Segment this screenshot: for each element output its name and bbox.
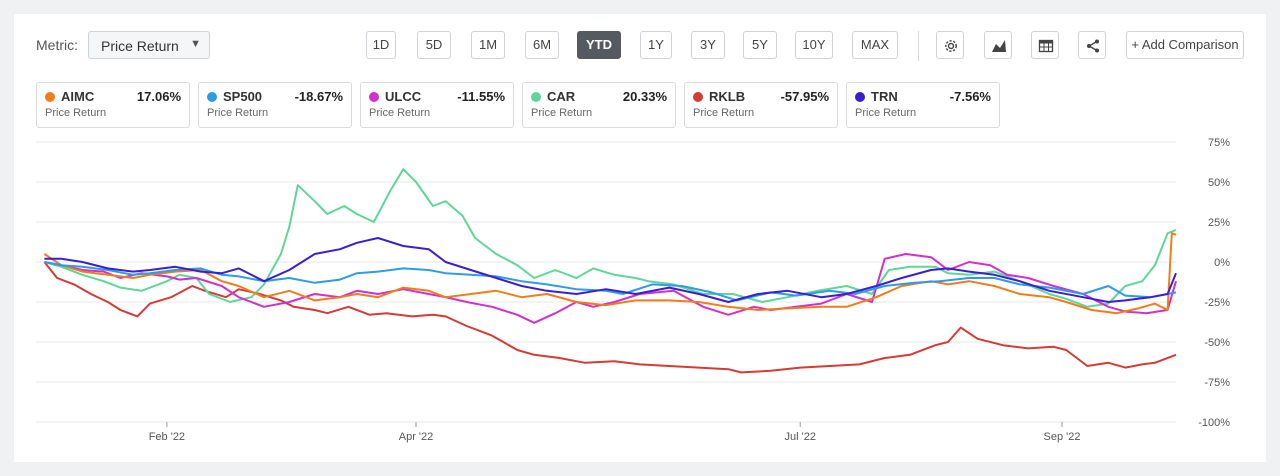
series-ticker: SP500: [223, 89, 263, 104]
toolbar: Metric: Price Return ▼ 1D 5D 1M 6M YTD 1…: [14, 14, 1266, 78]
series-color-dot: [531, 92, 541, 102]
range-button-6m[interactable]: 6M: [525, 31, 559, 59]
series-card-aimc[interactable]: AIMC 17.06% Price Return: [36, 82, 190, 128]
comparison-chart[interactable]: 75% 50% 25% 0% -25% -50% -75% -100% Feb '22 Apr '…: [14, 14, 1266, 462]
series-ticker: CAR: [547, 89, 576, 104]
x-tick-label: Jul '22: [784, 431, 815, 443]
y-tick-label: 75%: [1208, 137, 1230, 149]
series-return: -18.67%: [294, 89, 343, 104]
chart-type-button[interactable]: [984, 31, 1012, 59]
series-return: -7.56%: [949, 89, 991, 104]
range-button-1y[interactable]: 1Y: [640, 31, 672, 59]
series-ticker: RKLB: [709, 89, 746, 104]
series-metric: Price Return: [531, 107, 593, 119]
range-button-5d[interactable]: 5D: [417, 31, 451, 59]
series-metric: Price Return: [369, 107, 431, 119]
y-tick-label: -25%: [1204, 297, 1230, 309]
series-return: -57.95%: [780, 89, 829, 104]
series-cards: AIMC 17.06% Price Return SP500 -18.67% P…: [14, 82, 1266, 128]
series-color-dot: [45, 92, 55, 102]
table-icon: [1038, 39, 1054, 53]
metric-dropdown[interactable]: Price Return ▼: [88, 31, 210, 59]
series-card-rklb[interactable]: RKLB -57.95% Price Return: [684, 82, 838, 128]
series-line-rklb[interactable]: [43, 261, 1177, 374]
x-tick-label: Feb '22: [149, 431, 185, 443]
series-metric: Price Return: [207, 107, 269, 119]
series-color-dot: [207, 92, 217, 102]
x-tick-label: Sep '22: [1044, 431, 1081, 443]
y-tick-label: 0%: [1214, 257, 1230, 269]
share-button[interactable]: [1078, 31, 1106, 59]
series-color-dot: [855, 92, 865, 102]
share-icon: [1087, 39, 1099, 53]
metric-dropdown-value: Price Return: [101, 38, 179, 54]
chart-panel: 75% 50% 25% 0% -25% -50% -75% -100% Feb '22 Apr '…: [14, 14, 1266, 462]
range-button-1d[interactable]: 1D: [366, 31, 396, 59]
series-return: 17.06%: [136, 89, 181, 104]
series-line-ulcc[interactable]: [44, 253, 1177, 324]
series-color-dot: [369, 92, 379, 102]
series-card-trn[interactable]: TRN -7.56% Price Return: [846, 82, 1000, 128]
range-button-5y[interactable]: 5Y: [743, 31, 777, 59]
series-card-car[interactable]: CAR 20.33% Price Return: [522, 82, 676, 128]
gear-icon: [945, 40, 957, 52]
table-view-button[interactable]: [1031, 31, 1059, 59]
range-button-ytd[interactable]: YTD: [577, 31, 621, 59]
series-color-dot: [693, 92, 703, 102]
x-tick-label: Apr '22: [399, 431, 434, 443]
y-tick-label: -100%: [1198, 417, 1230, 429]
settings-button[interactable]: [936, 31, 964, 59]
range-button-3y[interactable]: 3Y: [691, 31, 725, 59]
y-tick-label: 25%: [1208, 217, 1230, 229]
metric-label: Metric:: [36, 37, 78, 53]
add-comparison-button[interactable]: + Add Comparison: [1126, 31, 1244, 59]
series-line-trn[interactable]: [44, 237, 1177, 303]
series-metric: Price Return: [693, 107, 755, 119]
series-ticker: TRN: [871, 89, 898, 104]
y-tick-label: 50%: [1208, 177, 1230, 189]
series-return: -11.55%: [457, 89, 505, 104]
series-ticker: AIMC: [61, 89, 95, 104]
y-tick-label: -50%: [1204, 337, 1230, 349]
series-line-car[interactable]: [44, 168, 1177, 308]
series-ticker: ULCC: [385, 89, 422, 104]
series-metric: Price Return: [855, 107, 917, 119]
toolbar-divider: [918, 31, 919, 61]
series-metric: Price Return: [45, 107, 107, 119]
series-line-aimc[interactable]: [43, 232, 1177, 315]
series-card-ulcc[interactable]: ULCC -11.55% Price Return: [360, 82, 514, 128]
caret-down-icon: ▼: [190, 38, 201, 50]
y-tick-label: -75%: [1204, 377, 1230, 389]
range-button-max[interactable]: MAX: [852, 31, 898, 59]
range-button-10y[interactable]: 10Y: [795, 31, 833, 59]
series-return: 20.33%: [622, 89, 667, 104]
series-card-sp500[interactable]: SP500 -18.67% Price Return: [198, 82, 352, 128]
chart-type-icon: [992, 40, 1006, 52]
range-button-1m[interactable]: 1M: [471, 31, 505, 59]
